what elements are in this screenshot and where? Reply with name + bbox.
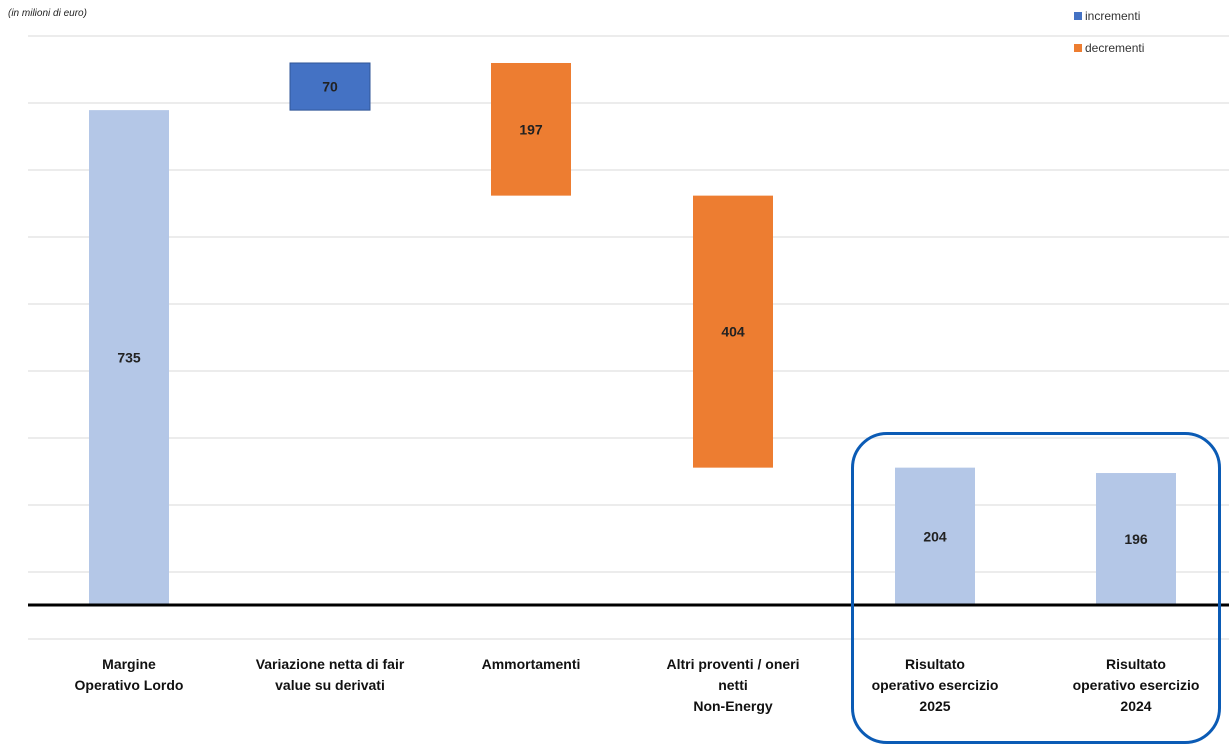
legend-swatch-decrementi: [1074, 44, 1082, 52]
bar-1: [289, 62, 371, 111]
category-label-fair-value: Variazione netta di fair value su deriva…: [255, 656, 405, 693]
bar-labels: 735 70 197 404 204 196: [117, 79, 1148, 547]
highlight-box: [851, 432, 1221, 744]
legend-label-incrementi: incrementi: [1085, 9, 1141, 23]
legend-swatch-incrementi: [1074, 12, 1082, 20]
category-label-risultato-2025: Risultato operativo esercizio 2025: [871, 656, 999, 714]
bar-3: [693, 195, 773, 468]
category-label-altri-proventi: Altri proventi / oneri netti Non-Energy: [666, 656, 800, 714]
bar-0: [89, 110, 169, 605]
bar-5: [1096, 473, 1176, 605]
bar-2: [491, 62, 571, 196]
category-label-ammortamenti: Ammortamenti: [481, 656, 581, 672]
category-label-margine: Margine Operativo Lordo: [74, 656, 184, 693]
legend-item-incrementi: incrementi: [1074, 8, 1144, 24]
bar-4: [895, 467, 975, 605]
bars: [89, 62, 1176, 605]
legend: incrementi decrementi: [1074, 8, 1144, 72]
category-label-risultato-2024: Risultato operativo esercizio 2024: [1072, 656, 1200, 714]
legend-label-decrementi: decrementi: [1085, 41, 1145, 55]
bar-value-label-2: 197: [519, 121, 543, 137]
bar-value-label-0: 735: [117, 350, 141, 366]
bar-value-label-4: 204: [923, 528, 947, 544]
legend-item-decrementi: decrementi: [1074, 40, 1144, 56]
gridlines: [28, 35, 1229, 640]
bar-value-label-5: 196: [1124, 531, 1148, 547]
unit-label: (in milioni di euro): [8, 8, 87, 19]
bar-value-label-1: 70: [322, 79, 338, 95]
bar-value-label-3: 404: [721, 324, 745, 340]
